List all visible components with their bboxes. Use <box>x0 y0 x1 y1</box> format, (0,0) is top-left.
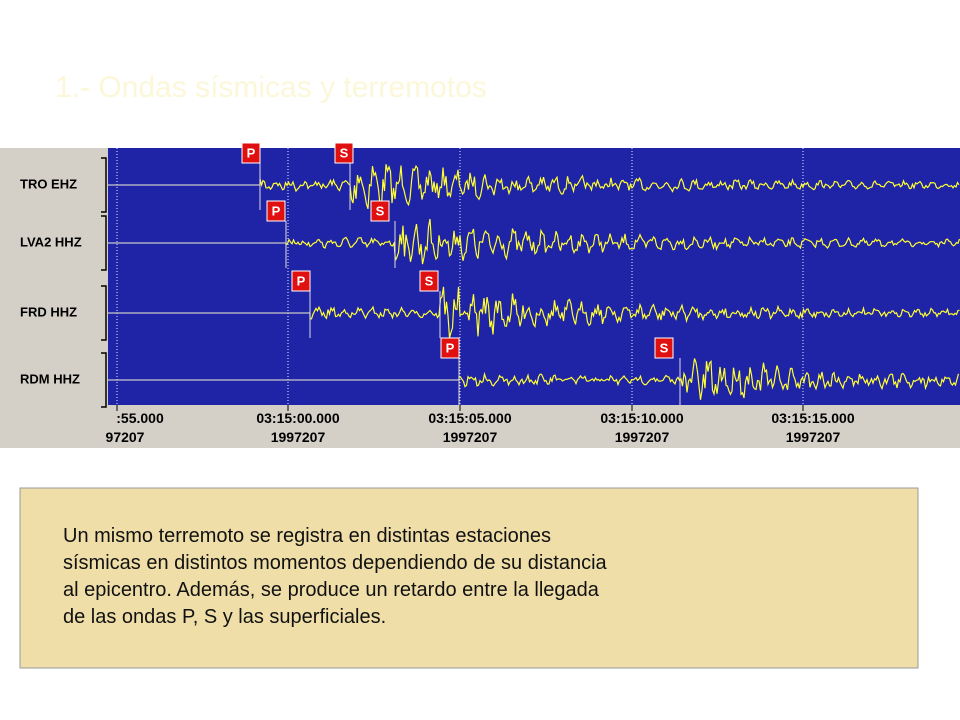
arrival-flag <box>266 200 286 222</box>
station-label: LVA2 HHZ <box>20 234 82 249</box>
arrival-label: P <box>297 273 306 288</box>
date-label: 1997207 <box>443 429 498 445</box>
date-label: 1997207 <box>615 429 670 445</box>
arrival-flag <box>334 142 354 164</box>
slide-title: 1.- Ondas sísmicas y terremotos <box>55 71 487 104</box>
station-bracket <box>101 352 107 408</box>
arrival-label: S <box>425 273 434 288</box>
arrival-flag <box>370 200 390 222</box>
time-label: 03:15:00.000 <box>256 410 340 426</box>
date-label: 1997207 <box>786 429 841 445</box>
arrival-flag <box>419 270 439 292</box>
date-label: 97207 <box>106 429 145 445</box>
text-box <box>19 487 919 669</box>
arrival-flag <box>241 142 261 164</box>
arrival-label: S <box>376 203 385 218</box>
arrival-flag <box>291 270 311 292</box>
seismic-trace <box>259 164 960 209</box>
time-label: 03:15:10.000 <box>600 410 684 426</box>
arrival-label: P <box>247 145 256 160</box>
time-label: 03:15:15.000 <box>771 410 855 426</box>
paragraph-line: de las ondas P, S y las superficiales. <box>63 606 386 628</box>
time-label: 03:15:05.000 <box>428 410 512 426</box>
seismic-trace <box>458 358 960 400</box>
paragraph-line: sísmicas en distintos momentos dependien… <box>63 552 608 574</box>
arrival-label: S <box>340 145 349 160</box>
arrival-flag <box>654 337 674 359</box>
arrival-label: P <box>446 340 455 355</box>
station-label: FRD HHZ <box>20 304 77 319</box>
seismic-trace <box>285 218 960 265</box>
arrival-label: P <box>272 203 281 218</box>
paragraph-line: al epicentro. Además, se produce un reta… <box>63 579 600 601</box>
station-label: RDM HHZ <box>20 371 80 386</box>
station-bracket <box>101 157 107 213</box>
arrival-flag <box>440 337 460 359</box>
station-label: TRO EHZ <box>20 176 77 191</box>
station-bracket <box>101 285 107 341</box>
seismic-trace <box>309 286 960 338</box>
paragraph-line: Un mismo terremoto se registra en distin… <box>63 525 551 547</box>
time-label: :55.000 <box>116 410 164 426</box>
date-label: 1997207 <box>271 429 326 445</box>
seismogram-plot <box>108 148 960 405</box>
arrival-label: S <box>660 340 669 355</box>
station-bracket <box>101 215 107 271</box>
